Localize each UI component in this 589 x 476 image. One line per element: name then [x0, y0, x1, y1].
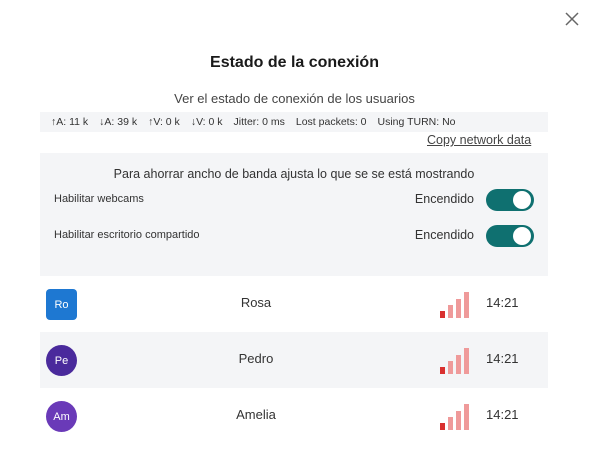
signal-bar: [448, 417, 453, 430]
network-stats-bar: ↑A: 11 k ↓A: 39 k ↑V: 0 k ↓V: 0 k Jitter…: [40, 112, 548, 132]
signal-bar: [448, 305, 453, 318]
signal-bar: [464, 404, 469, 430]
webcams-setting-state: Encendido: [414, 192, 474, 206]
toggle-knob: [513, 227, 531, 245]
screenshare-toggle[interactable]: [486, 225, 534, 247]
screenshare-setting-state: Encendido: [414, 228, 474, 242]
lost-packets-stat: Lost packets: 0: [295, 116, 367, 128]
signal-bar: [440, 423, 445, 430]
user-row: Pe Pedro 14:21: [40, 332, 548, 388]
turn-stat: Using TURN: No: [377, 116, 456, 128]
video-upload-stat: ↑V: 0 k: [148, 116, 180, 128]
user-row: Ro Rosa 14:21: [40, 276, 548, 332]
jitter-stat: Jitter: 0 ms: [233, 116, 285, 128]
user-row: Am Amelia 14:21: [40, 388, 548, 444]
signal-strength-icon: [440, 346, 470, 374]
signal-bar: [456, 355, 461, 374]
signal-bar: [440, 367, 445, 374]
screenshare-setting-label: Habilitar escritorio compartido: [54, 229, 200, 241]
video-download-stat: ↓V: 0 k: [190, 116, 223, 128]
webcams-toggle[interactable]: [486, 189, 534, 211]
modal-subtitle: Ver el estado de conexión de los usuario…: [174, 91, 415, 106]
webcams-setting-label: Habilitar webcams: [54, 193, 144, 205]
data-saving-note: Para ahorrar ancho de banda ajusta lo qu…: [113, 167, 475, 181]
data-saving-panel: Para ahorrar ancho de banda ajusta lo qu…: [40, 153, 548, 276]
close-button[interactable]: [561, 8, 583, 30]
webcams-setting-row: Habilitar webcams Encendido: [54, 189, 534, 213]
screenshare-setting-row: Habilitar escritorio compartido Encendid…: [54, 225, 534, 249]
user-time: 14:21: [486, 407, 519, 422]
modal-title: Estado de la conexión: [210, 54, 379, 71]
signal-bar: [464, 292, 469, 318]
user-time: 14:21: [486, 351, 519, 366]
avatar: Pe: [46, 345, 77, 376]
close-icon: [565, 12, 579, 26]
user-name: Rosa: [240, 295, 272, 310]
avatar: Ro: [46, 289, 77, 320]
signal-bar: [448, 361, 453, 374]
user-time: 14:21: [486, 295, 519, 310]
signal-bar: [456, 299, 461, 318]
signal-strength-icon: [440, 290, 470, 318]
copy-network-data-link[interactable]: Copy network data: [427, 133, 532, 147]
audio-download-stat: ↓A: 39 k: [99, 116, 138, 128]
user-name: Amelia: [236, 407, 276, 422]
user-name: Pedro: [238, 351, 274, 366]
signal-bar: [456, 411, 461, 430]
signal-strength-icon: [440, 402, 470, 430]
signal-bar: [440, 311, 445, 318]
signal-bar: [464, 348, 469, 374]
avatar: Am: [46, 401, 77, 432]
audio-upload-stat: ↑A: 11 k: [51, 116, 89, 128]
toggle-knob: [513, 191, 531, 209]
